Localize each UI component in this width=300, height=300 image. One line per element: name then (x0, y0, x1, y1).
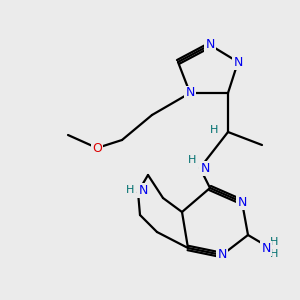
Text: N: N (185, 86, 195, 100)
Text: O: O (92, 142, 102, 154)
Text: N: N (237, 196, 247, 208)
Text: N: N (205, 38, 215, 52)
Text: N: N (217, 248, 227, 262)
Text: H: H (270, 237, 278, 247)
Text: N: N (233, 56, 243, 68)
Text: N: N (261, 242, 271, 254)
Text: H: H (188, 155, 196, 165)
Text: H: H (126, 185, 134, 195)
Text: N: N (138, 184, 148, 196)
Text: H: H (210, 125, 218, 135)
Text: H: H (270, 249, 278, 259)
Text: N: N (200, 161, 210, 175)
